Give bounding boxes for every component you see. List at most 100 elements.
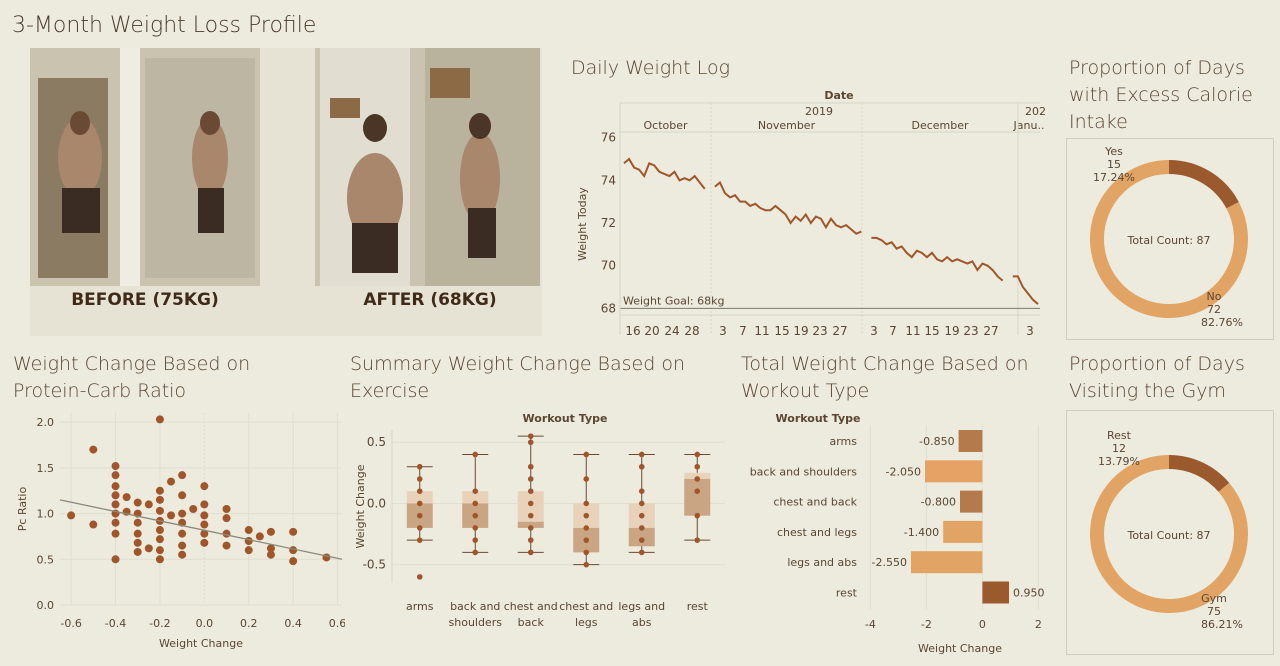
exercise-title: Summary Weight Change Based on Exercise [350, 353, 685, 402]
box-point [472, 525, 479, 531]
bar [982, 581, 1009, 604]
category-label: chest and [504, 600, 558, 613]
x-tick-label: 3 [719, 324, 727, 338]
x-tick-label: 7 [739, 324, 747, 338]
box-point [527, 525, 534, 531]
scatter-point [111, 491, 120, 500]
y-axis-label: Weight Today [576, 187, 589, 261]
box-point [694, 488, 701, 494]
weight-series-line [1012, 275, 1039, 305]
x-tick-label: 15 [774, 324, 789, 338]
photo-silhouettes [30, 48, 540, 336]
scatter-point [244, 537, 253, 545]
box-point [416, 476, 423, 482]
box-point [472, 537, 479, 543]
scatter-point [133, 538, 142, 547]
trend-line [59, 499, 343, 560]
box-lower [517, 521, 544, 528]
scatter-point [155, 555, 164, 564]
scatter-point [133, 498, 142, 507]
donut-slice-pct: 13.79% [1098, 455, 1140, 468]
box-point [472, 500, 479, 507]
weight-log-chart: Date20192020OctoberNovemberDecemberJanu.… [576, 89, 1045, 338]
workout-bar-chart: Workout Type -4 -2 0 2 Weight Change arms -0.85… [750, 412, 1045, 655]
donut-center-label: Total Count: 87 [1126, 529, 1210, 542]
scatter-point [111, 529, 120, 538]
box-point [416, 463, 423, 470]
scatter-point [155, 415, 164, 424]
scatter-point [289, 527, 298, 536]
box-point [416, 537, 423, 543]
donut-slice-pct: 82.76% [1201, 316, 1243, 329]
x-axis-label: Weight Change [159, 637, 243, 650]
y-axis-label: Pc Ratio [16, 487, 29, 532]
scatter-point [178, 529, 187, 538]
x-tick-label: -0.4 [105, 617, 126, 630]
x-tick-label: 23 [812, 324, 827, 338]
box-point [527, 476, 534, 482]
scatter-point [178, 509, 187, 518]
gym-donut-title: Proportion of Days Visiting the Gym [1069, 353, 1245, 402]
donut-slice-pct: 86.21% [1201, 618, 1243, 631]
bar-header: Workout Type [776, 412, 861, 425]
year-label: 2020 [1025, 105, 1045, 118]
box-point [583, 451, 590, 458]
x-tick-label: 20 [644, 324, 659, 338]
donut-slice-count: 75 [1207, 605, 1221, 618]
box-point [694, 537, 701, 543]
month-label: December [911, 119, 969, 132]
donut-slice-no [1090, 160, 1248, 318]
scatter-point [200, 538, 209, 547]
category-label: abs [632, 616, 652, 629]
scatter-point [155, 535, 164, 544]
bar-value-label: -0.850 [919, 435, 954, 448]
y-tick-label: -0.5 [363, 558, 386, 572]
scatter-point [222, 514, 231, 523]
goal-label: Weight Goal: 68kg [623, 294, 724, 307]
box-point [416, 500, 423, 507]
weight-series-line [623, 157, 706, 190]
y-tick-label: 0.0 [367, 496, 386, 510]
bar [958, 430, 983, 452]
category-label: shoulders [449, 616, 503, 629]
donut-slice-rest [1168, 455, 1230, 493]
bar [960, 490, 983, 513]
scatter-point [222, 529, 231, 538]
box-point [638, 488, 645, 494]
box-point [527, 500, 534, 507]
after-label: AFTER (68KG) [363, 290, 497, 310]
scatter-point [133, 518, 142, 527]
x-tick-label: 7 [889, 324, 897, 338]
x-tick-label: 3 [870, 324, 878, 338]
bar-value-label: 0.950 [1013, 587, 1045, 600]
exercise-box-chart: Workout Type 0.5 0.0 -0.5 Weight Change arms b… [354, 412, 725, 629]
bar-category-label: rest [836, 587, 858, 600]
donut-slice-count: 15 [1107, 158, 1121, 171]
donut-slice-name: Yes [1104, 145, 1123, 158]
bar-category-label: legs and abs [787, 556, 857, 569]
scatter-point [133, 529, 142, 538]
box-point [527, 433, 534, 439]
box-point [583, 512, 590, 519]
scatter-point [133, 547, 142, 556]
month-label: October [643, 119, 687, 132]
box-point [416, 512, 423, 519]
scatter-point [155, 526, 164, 535]
scatter-point [266, 527, 275, 536]
date-header: Date [824, 89, 853, 102]
x-tick-label: 24 [664, 324, 679, 338]
x-tick-label: 23 [963, 324, 978, 338]
bar-category-label: back and shoulders [750, 465, 858, 478]
protein-scatter-chart: -0.6 -0.4 -0.2 0.0 0.2 0.4 0.6 0.0 0.5 1.0 1.5 2.0 W… [16, 413, 345, 650]
x-tick-label: 28 [684, 324, 699, 338]
scatter-point [144, 500, 153, 509]
box-upper [462, 491, 489, 504]
box-point [527, 488, 534, 494]
box-point [583, 525, 590, 531]
year-label: 2019 [805, 105, 833, 118]
donut-slice-gym [1090, 455, 1248, 613]
y-tick-label: 0.5 [37, 553, 55, 566]
box-point [472, 549, 479, 556]
x-tick-label: 15 [924, 324, 939, 338]
box-point [638, 500, 645, 507]
